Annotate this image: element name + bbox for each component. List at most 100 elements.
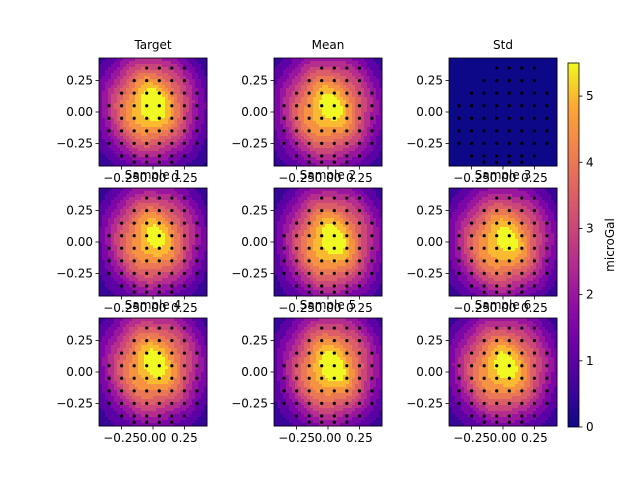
contour-cell: [373, 106, 377, 110]
contour-cell: [497, 76, 501, 80]
contour-cell: [102, 218, 106, 222]
contour-cell: [551, 88, 555, 92]
contour-cell: [545, 109, 549, 113]
contour-cell: [331, 109, 335, 113]
contour-cell: [346, 148, 350, 152]
contour-cell: [467, 121, 471, 125]
contour-cell: [186, 103, 190, 107]
contour-cell: [147, 269, 151, 273]
contour-cell: [307, 100, 311, 104]
contour-cell: [283, 94, 287, 98]
measurement-point: [332, 129, 336, 133]
contour-cell: [111, 121, 115, 125]
contour-cell: [186, 142, 190, 146]
contour-cell: [192, 76, 196, 80]
contour-cell: [144, 287, 148, 291]
contour-cell: [364, 139, 368, 143]
contour-cell: [301, 85, 305, 89]
contour-cell: [470, 100, 474, 104]
contour-cell: [280, 112, 284, 116]
contour-cell: [286, 100, 290, 104]
contour-cell: [195, 163, 199, 167]
contour-cell: [461, 118, 465, 122]
contour-cell: [355, 127, 359, 131]
contour-cell: [527, 82, 531, 86]
contour-cell: [500, 154, 504, 158]
contour-cell: [316, 70, 320, 74]
contour-cell: [174, 151, 178, 155]
contour-cell: [156, 142, 160, 146]
contour-cell: [485, 82, 489, 86]
contour-cell: [464, 112, 468, 116]
measurement-point: [482, 91, 486, 95]
contour-cell: [144, 64, 148, 68]
contour-cell: [485, 91, 489, 95]
contour-cell: [129, 121, 133, 125]
contour-cell: [153, 121, 157, 125]
contour-cell: [370, 94, 374, 98]
contour-cell: [551, 70, 555, 74]
contour-cell: [189, 85, 193, 89]
contour-cell: [458, 64, 462, 68]
contour-cell: [105, 230, 109, 234]
contour-cell: [126, 284, 130, 288]
contour-cell: [201, 85, 205, 89]
contour-cell: [274, 115, 278, 119]
contour-cell: [198, 142, 202, 146]
contour-cell: [129, 278, 133, 282]
contour-cell: [180, 136, 184, 140]
contour-cell: [358, 139, 362, 143]
contour-cell: [349, 79, 353, 83]
contour-cell: [373, 121, 377, 125]
contour-cell: [292, 58, 296, 62]
contour-cell: [129, 290, 133, 294]
contour-cell: [506, 133, 510, 137]
contour-cell: [473, 151, 477, 155]
contour-cell: [533, 64, 537, 68]
contour-cell: [325, 91, 329, 95]
contour-cell: [304, 157, 308, 161]
contour-cell: [449, 88, 453, 92]
contour-cell: [283, 163, 287, 167]
contour-cell: [467, 67, 471, 71]
contour-cell: [458, 79, 462, 83]
contour-cell: [195, 148, 199, 152]
contour-cell: [349, 103, 353, 107]
contour-cell: [304, 127, 308, 131]
contour-cell: [355, 112, 359, 116]
contour-cell: [533, 94, 537, 98]
contour-cell: [165, 233, 169, 237]
contour-cell: [153, 233, 157, 237]
contour-cell: [500, 139, 504, 143]
measurement-point: [145, 104, 149, 108]
contour-cell: [376, 145, 380, 149]
contour-cell: [162, 290, 166, 294]
contour-cell: [129, 118, 133, 122]
contour-cell: [542, 157, 546, 161]
contour-cell: [168, 263, 172, 267]
contour-cell: [352, 82, 356, 86]
contour-cell: [373, 97, 377, 101]
contour-cell: [147, 163, 151, 167]
contour-cell: [111, 142, 115, 146]
contour-cell: [530, 127, 534, 131]
contour-cell: [352, 124, 356, 128]
contour-cell: [340, 115, 344, 119]
contour-cell: [141, 160, 145, 164]
contour-cell: [165, 239, 169, 243]
contour-cell: [536, 151, 540, 155]
contour-cell: [159, 157, 163, 161]
contour-cell: [280, 151, 284, 155]
contour-cell: [527, 112, 531, 116]
contour-cell: [551, 73, 555, 77]
contour-cell: [310, 130, 314, 134]
contour-cell: [361, 64, 365, 68]
contour-cell: [319, 58, 323, 62]
contour-cell: [111, 64, 115, 68]
contour-cell: [192, 109, 196, 113]
contour-cell: [370, 157, 374, 161]
measurement-point: [507, 129, 511, 133]
contour-cell: [183, 112, 187, 116]
contour-cell: [150, 103, 154, 107]
